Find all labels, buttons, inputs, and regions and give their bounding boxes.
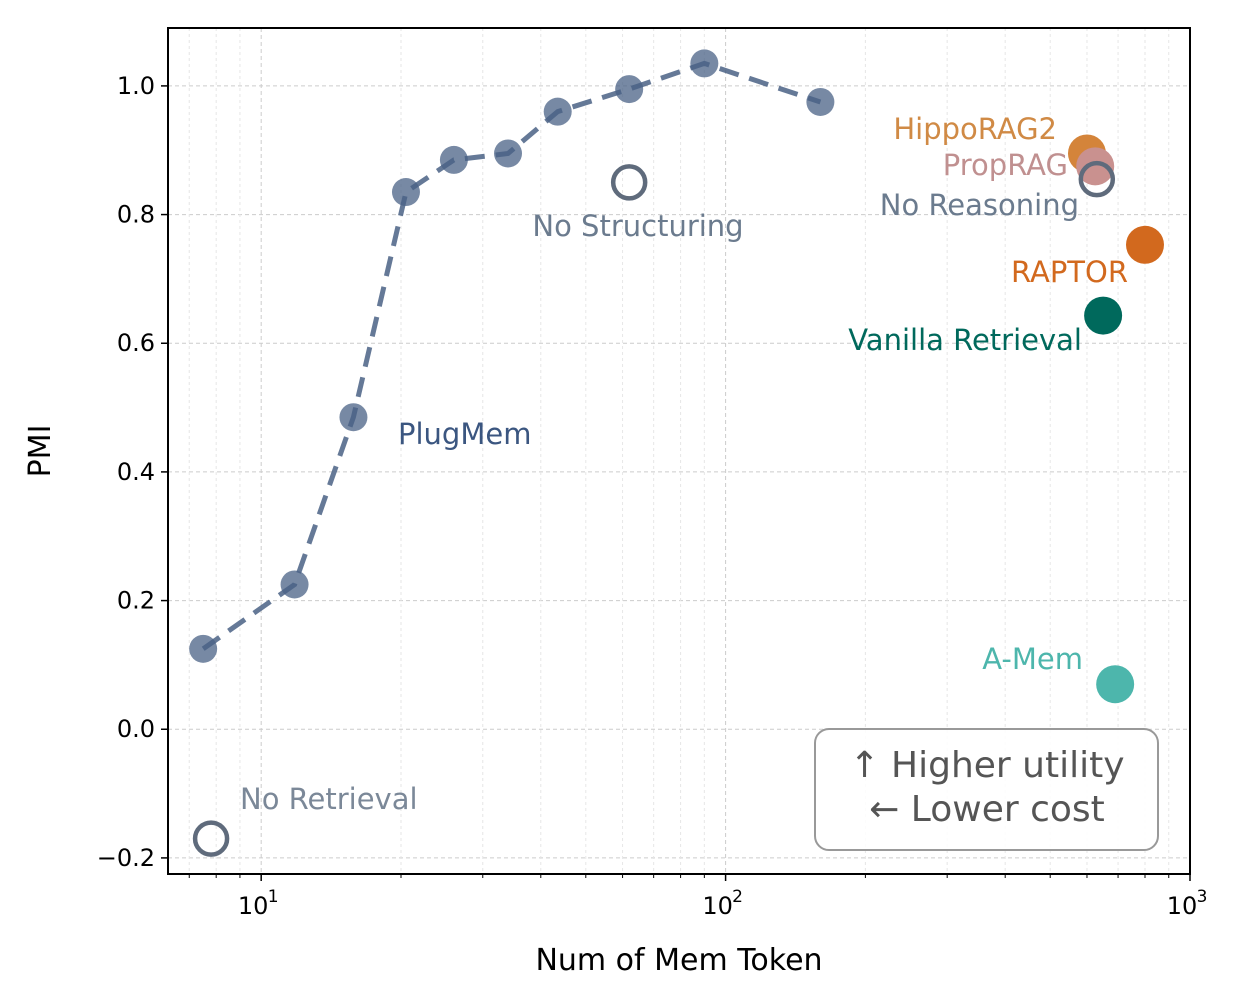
plugmem-series-line [201, 60, 822, 651]
no-structuring-point [610, 164, 648, 201]
raptor-label: RAPTOR [1011, 255, 1128, 289]
y-tick-label: 0.0 [117, 715, 155, 743]
plugmem-point [280, 570, 309, 599]
plugmem-point [615, 75, 644, 104]
y-axis-title: PMI [23, 425, 58, 478]
raptor-point [1125, 225, 1164, 264]
plugmem-point [543, 97, 572, 126]
y-tick-label: 1.0 [117, 72, 155, 100]
note-box: ↑ Higher utility ← Lower cost [814, 728, 1159, 851]
x-tick-exponent: 2 [732, 887, 743, 907]
data-points [189, 49, 1164, 857]
proprag-point [1076, 147, 1115, 186]
note-box-frame [814, 728, 1159, 851]
plot-frame [167, 27, 1191, 875]
y-tick-label: 0.2 [117, 587, 155, 615]
note-line-cost: ← Lower cost [869, 789, 1105, 830]
hipporag2-label: HippoRAG2 [893, 112, 1057, 146]
y-tick-label: 0.4 [117, 458, 155, 486]
x-tick-label: 10 [1167, 892, 1198, 920]
plugmem-point [494, 139, 523, 168]
x-tick-label: 10 [702, 892, 733, 920]
note-line-utility: ↑ Higher utility [849, 745, 1124, 786]
no-retrieval-point [192, 820, 230, 857]
no-reasoning-label: No Reasoning [880, 188, 1079, 222]
no-reasoning-point [1078, 160, 1116, 198]
no-structuring-label: No Structuring [532, 209, 743, 243]
plugmem-point [189, 634, 218, 663]
x-axis-title: Num of Mem Token [535, 943, 822, 978]
plugmem-point [806, 87, 835, 116]
plugmem-point [391, 178, 420, 207]
plugmem-point [339, 403, 368, 432]
a-mem-point [1096, 665, 1135, 704]
x-tick-label: 10 [238, 892, 269, 920]
plugmem-point [690, 49, 719, 78]
y-tick-label: 0.6 [117, 329, 155, 357]
plugmem-line [201, 60, 822, 651]
a-mem-label: A-Mem [982, 642, 1083, 676]
proprag-label: PropRAG [943, 148, 1068, 182]
axes [167, 27, 1191, 875]
ticks: −0.20.00.20.40.60.81.010 1 10 2 10 3 [97, 72, 1208, 920]
plugmem-point [439, 145, 468, 174]
vanilla-retrieval-point [1084, 296, 1123, 335]
vanilla-retrieval-label: Vanilla Retrieval [848, 323, 1082, 357]
x-tick-exponent: 1 [268, 887, 279, 907]
y-tick-label: 0.8 [117, 201, 155, 229]
plugmem-label: PlugMem [398, 417, 531, 451]
y-tick-label: −0.2 [97, 844, 155, 872]
x-tick-exponent: 3 [1197, 887, 1208, 907]
no-retrieval-label: No Retrieval [240, 782, 418, 816]
